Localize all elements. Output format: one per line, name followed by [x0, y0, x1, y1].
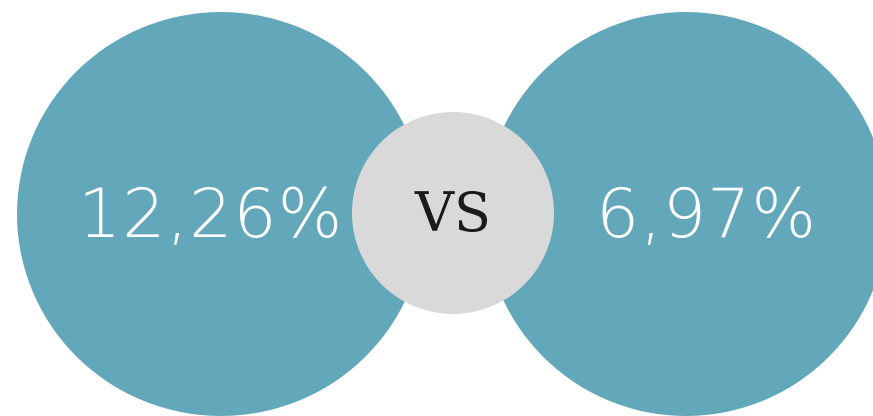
vs-circle: VS: [352, 112, 554, 314]
right-value: 6,97%: [596, 175, 818, 254]
vs-label: VS: [415, 181, 491, 244]
left-value: 12,26%: [78, 175, 344, 254]
